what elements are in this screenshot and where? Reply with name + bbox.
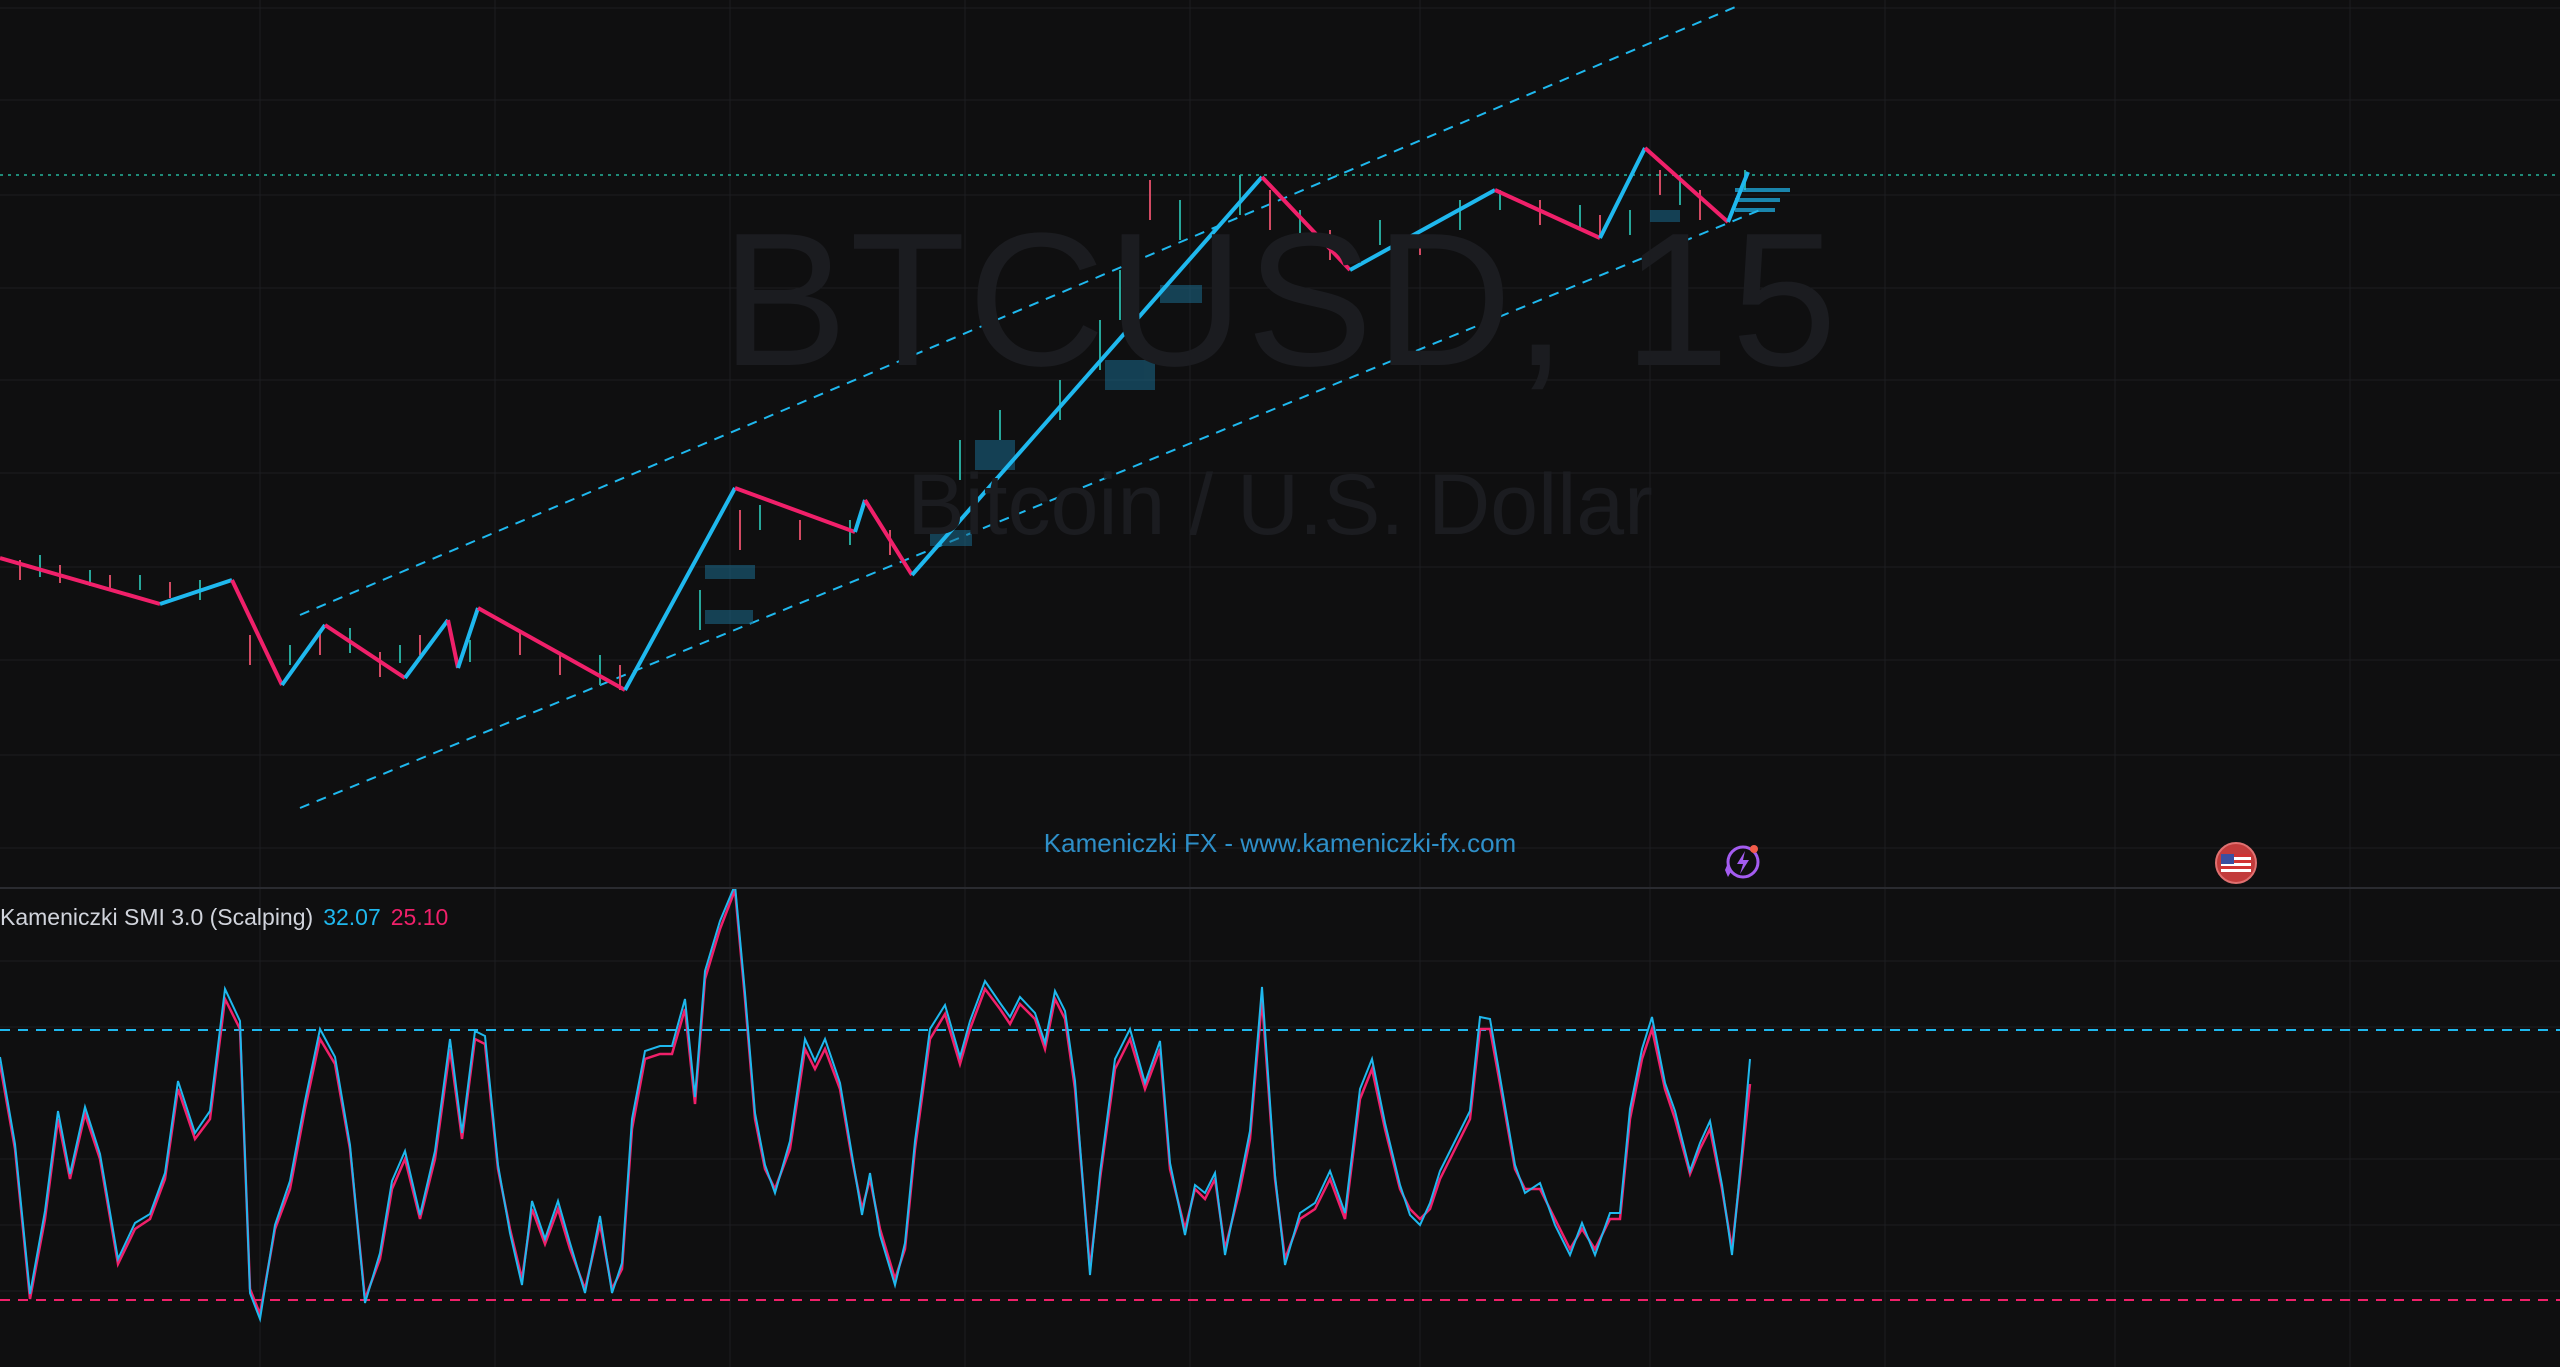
trend-channel — [299, 4, 1761, 809]
indicator-chart-svg[interactable] — [0, 889, 2560, 1367]
main-price-pane[interactable]: BTCUSD, 15 Bitcoin / U.S. Dollar Kamenic… — [0, 0, 2560, 887]
zigzag — [0, 146, 1750, 692]
pane-divider[interactable] — [0, 887, 2560, 889]
volume-profile-right — [1735, 188, 1790, 212]
replay-lightning-icon[interactable] — [1720, 842, 1762, 884]
credit-text: Kameniczki FX - www.kameniczki-fx.com — [1043, 828, 1517, 858]
smi-main-line — [0, 889, 1751, 1323]
grid-lines — [0, 0, 2560, 887]
indicator-value-signal: 25.10 — [390, 904, 449, 930]
price-chart-svg[interactable] — [0, 0, 2560, 887]
indicator-pane[interactable]: Kameniczki SMI 3.0 (Scalping) 32.07 25.10 — [0, 889, 2560, 1367]
candles-down — [19, 170, 1701, 690]
indicator-label: Kameniczki SMI 3.0 (Scalping) — [0, 904, 314, 930]
indicator-value-main: 32.07 — [323, 904, 381, 930]
smi-signal-line — [0, 889, 1752, 1319]
indicator-legend[interactable]: Kameniczki SMI 3.0 (Scalping) 32.07 25.10 — [0, 906, 448, 929]
volume-profile — [705, 210, 1680, 624]
candles-up — [39, 170, 1746, 685]
us-flag-icon[interactable] — [2215, 842, 2257, 884]
